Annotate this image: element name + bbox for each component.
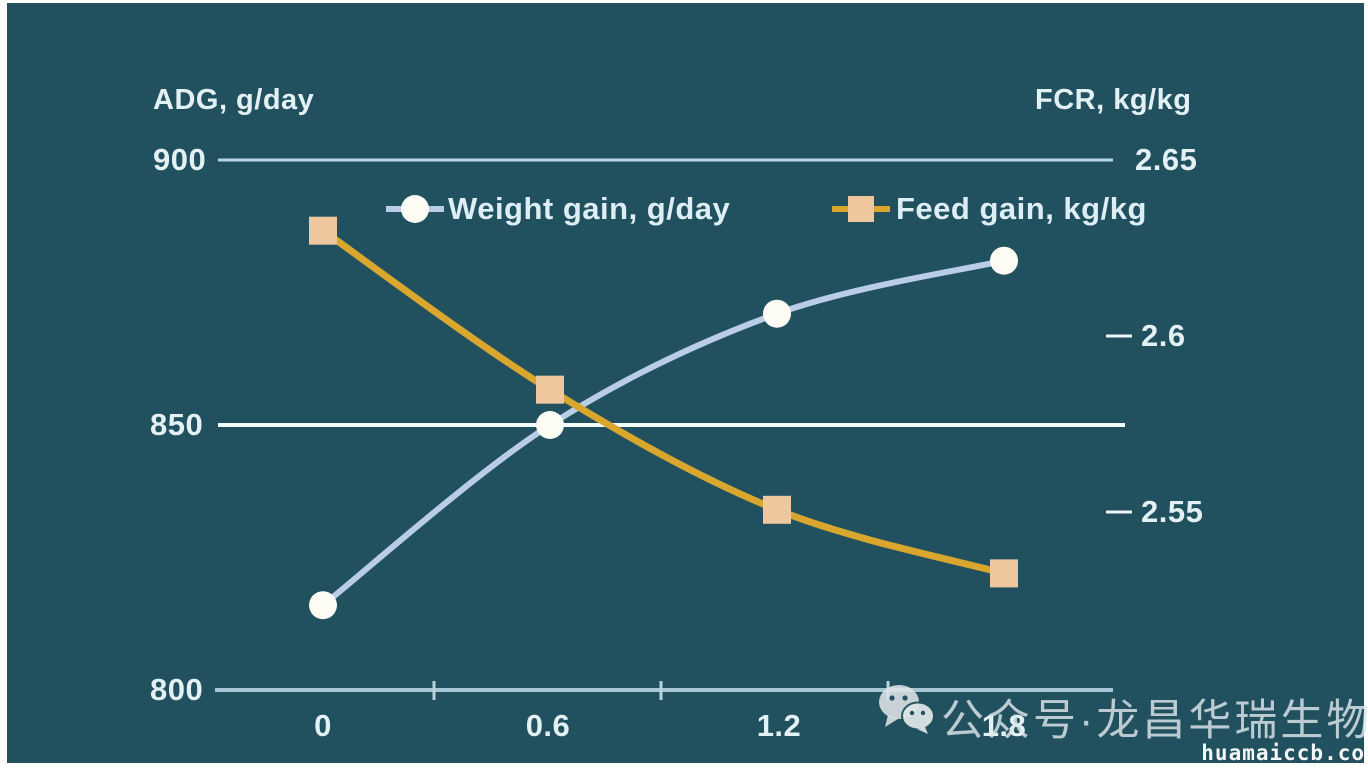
wechat-icon [879, 685, 935, 734]
x-tick-1.8: 1.8 [981, 708, 1027, 743]
watermark-site-url: huamaiccb.co [1201, 741, 1365, 765]
x-tick-0.6: 0.6 [525, 708, 571, 743]
watermark-wechat-label: 公众号·龙昌华瑞生物 [941, 697, 1368, 745]
left-axis-title: ADG, g/day [153, 84, 315, 116]
left-tick-800: 800 [150, 672, 204, 707]
legend-label-weight-gain: Weight gain, g/day [448, 191, 731, 226]
left-tick-900: 900 [153, 142, 207, 177]
left-tick-850: 850 [150, 407, 204, 442]
right-axis-title: FCR, kg/kg [1035, 84, 1192, 116]
right-tick-2.65: 2.65 [1135, 142, 1198, 177]
x-tick-1.2: 1.2 [756, 708, 802, 743]
chart-background [7, 3, 1364, 763]
feed-gain-legend-marker-icon [832, 196, 890, 222]
right-tick-2.55: 2.55 [1141, 494, 1204, 529]
x-tick-0: 0 [314, 708, 332, 743]
legend-label-feed-gain: Feed gain, kg/kg [896, 191, 1147, 226]
weight-gain-legend-marker-icon [386, 195, 444, 223]
right-tick-2.6: 2.6 [1141, 318, 1186, 353]
